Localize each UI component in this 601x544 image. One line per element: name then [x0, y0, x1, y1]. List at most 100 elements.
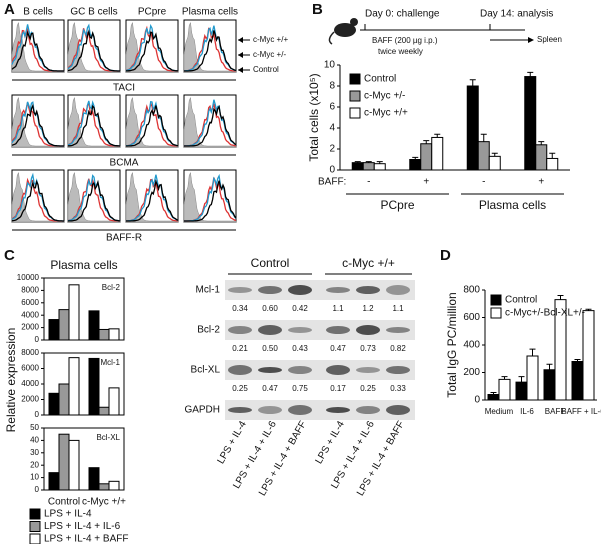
histogram: [184, 104, 237, 147]
blot-quantity: 0.34: [232, 304, 248, 313]
y-tick-label: 200: [463, 367, 480, 378]
blot-quantity: 0.47: [262, 384, 278, 393]
histogram: [183, 25, 237, 72]
error-bar: [376, 161, 383, 164]
blot-quantity: 0.42: [292, 304, 308, 313]
blot-band: [228, 287, 252, 293]
bar: [515, 381, 528, 401]
histogram: [11, 30, 64, 72]
blot-band: [386, 405, 410, 415]
blot-band: [288, 366, 312, 374]
error-bar: [546, 363, 553, 370]
bar: [88, 357, 100, 416]
y-tick-label: 4000: [21, 310, 39, 319]
panel-letter: A: [4, 1, 15, 18]
y-tick-label: 8000: [21, 348, 39, 357]
bar: [88, 310, 100, 341]
panel-letter: D: [440, 247, 451, 264]
error-bar: [491, 152, 498, 157]
error-bar: [434, 133, 441, 138]
group-label: Plasma cells: [479, 198, 546, 212]
legend-swatch: [29, 508, 41, 520]
blot-band: [228, 365, 252, 375]
histogram: [126, 179, 179, 222]
blot-band: [228, 326, 252, 334]
y-tick-label: 400: [463, 340, 480, 351]
y-tick-label: 2000: [21, 395, 39, 404]
error-bar: [518, 376, 525, 383]
schedule-text: twice weekly: [378, 47, 423, 56]
blot-strip: [225, 280, 415, 300]
bar: [68, 439, 80, 491]
blot-quantity: 0.25: [232, 384, 248, 393]
y-tick-label: 600: [463, 312, 480, 323]
bar: [351, 162, 364, 171]
marker-label: BCMA: [110, 158, 139, 169]
histogram: [11, 103, 64, 147]
bar: [526, 355, 539, 401]
error-bar: [527, 71, 534, 77]
blot-band: [258, 367, 282, 373]
bar: [108, 480, 120, 491]
legend-swatch: [349, 73, 361, 85]
y-tick-label: 10: [324, 60, 336, 71]
bar: [477, 141, 490, 171]
blot-strip: [225, 320, 415, 340]
error-bar: [585, 308, 592, 311]
legend-arrow-head: [238, 67, 243, 73]
blot-band: [386, 327, 410, 333]
marker-label: BAFF-R: [106, 233, 142, 244]
x-tick-label: +: [538, 177, 544, 188]
y-tick-label: 2000: [21, 323, 39, 332]
blot-row-label: Bcl-2: [197, 325, 220, 336]
blot-quantity: 1.1: [332, 304, 344, 313]
schedule-text: Spleen: [537, 35, 562, 44]
bar: [58, 433, 70, 491]
blot-quantity: 0.60: [262, 304, 278, 313]
schedule-text: BAFF (200 µg i.p.): [372, 36, 438, 45]
facet-box: [43, 277, 125, 341]
blot-quantity: 0.21: [232, 344, 248, 353]
error-bar: [365, 161, 372, 163]
histogram: [126, 174, 179, 222]
x-axis-title: BAFF:: [318, 177, 346, 188]
y-tick-label: 6000: [21, 364, 39, 373]
lane-label: LPS + IL-4: [314, 419, 348, 466]
y-tick-label: 30: [30, 448, 39, 457]
blot-quantity: 0.50: [262, 344, 278, 353]
blot-quantity: 0.17: [330, 384, 346, 393]
histogram: [125, 25, 178, 72]
bar: [571, 361, 584, 401]
blot-band: [356, 325, 380, 335]
x-tick-label: BAFF + IL-6: [561, 407, 601, 416]
blot-quantity: 0.25: [360, 384, 376, 393]
y-tick-label: 4: [329, 123, 335, 134]
error-bar: [538, 141, 545, 145]
histogram: [67, 29, 120, 72]
error-bar: [423, 140, 430, 144]
schedule-text: Day 0: challenge: [365, 9, 440, 20]
blot-band: [326, 407, 350, 413]
bar: [98, 483, 110, 491]
y-axis-title: Total IgG PC/million: [445, 292, 459, 397]
blot-quantity: 0.82: [390, 344, 406, 353]
y-tick-label: 0: [35, 485, 40, 494]
bar: [373, 163, 386, 171]
facet-box: [43, 427, 125, 491]
blot-row-label: GAPDH: [184, 405, 220, 416]
control-histogram: [125, 171, 179, 223]
y-tick-label: 0: [329, 165, 335, 176]
legend-label: Control: [253, 65, 279, 74]
lane-label: LPS + IL-4: [216, 419, 250, 466]
y-axis-title: Total cells (x10⁵): [307, 73, 321, 161]
y-tick-label: 10: [30, 473, 39, 482]
legend-swatch: [490, 294, 502, 306]
legend-label: c-Myc +/-: [253, 50, 286, 59]
blot-band: [288, 285, 312, 295]
bar: [535, 144, 548, 171]
histogram: [183, 99, 237, 147]
legend-swatch: [29, 533, 41, 544]
blot-band: [258, 406, 282, 414]
legend-label: c-Myc +/+: [364, 108, 408, 119]
